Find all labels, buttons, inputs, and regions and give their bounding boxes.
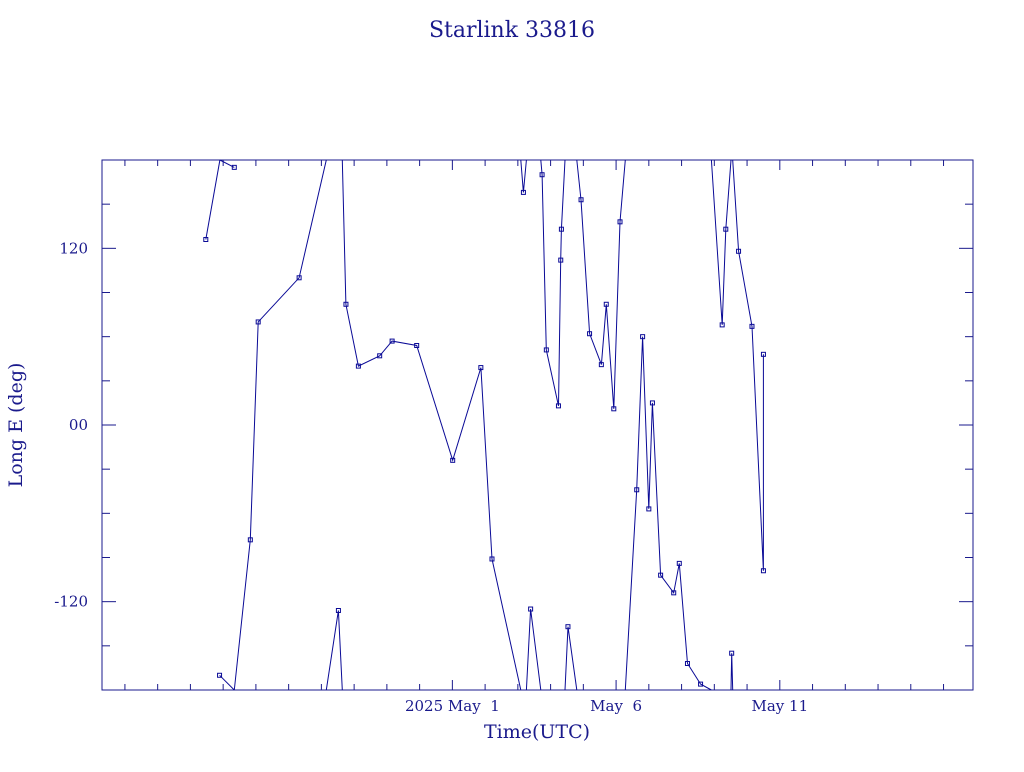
data-point (355, 363, 361, 369)
data-point (255, 319, 261, 325)
data-point (649, 400, 655, 406)
data-point (296, 275, 302, 281)
series-line (520, 159, 527, 193)
data-point (676, 560, 682, 566)
data-point (203, 237, 209, 242)
data-point (539, 172, 545, 178)
data-point (217, 672, 223, 678)
data-point (634, 487, 640, 493)
data-point (587, 331, 593, 337)
plot-frame (101, 159, 974, 691)
data-point (478, 365, 484, 371)
series-line (624, 336, 712, 691)
axis-ticks: 120 00 -120 2025 May 1 May 6 May 11 (54, 160, 973, 715)
data-point (335, 608, 341, 613)
chart-title: Starlink 33816 (429, 18, 595, 43)
data-point (377, 353, 383, 359)
series-lines (205, 159, 764, 691)
series-line (730, 653, 734, 691)
series-line (233, 159, 327, 691)
y-tick-label: -120 (54, 593, 88, 611)
data-point (247, 537, 253, 543)
data-point (611, 406, 617, 412)
series-line (341, 159, 522, 691)
series-line (325, 610, 343, 691)
data-point (617, 219, 623, 225)
data-point (719, 322, 725, 328)
series-line (525, 608, 542, 691)
y-tick-label: 00 (69, 416, 88, 434)
data-point (343, 301, 349, 307)
data-point (558, 226, 564, 232)
data-point (450, 457, 456, 463)
data-point (231, 164, 237, 170)
data-point (684, 661, 690, 666)
x-axis-title: Time(UTC) (484, 721, 590, 743)
data-point (640, 334, 646, 340)
series-line (710, 159, 732, 325)
data-point (736, 248, 742, 254)
series-line (540, 159, 566, 407)
data-point (658, 572, 664, 578)
data-point (389, 338, 395, 344)
data-point (543, 347, 549, 353)
data-point (760, 568, 766, 574)
data-point (760, 351, 766, 357)
data-point (598, 362, 604, 368)
x-tick-label: 2025 May 1 (405, 697, 500, 715)
series-line (576, 159, 626, 409)
data-point (565, 624, 571, 630)
series-line (205, 159, 221, 240)
data-point (555, 403, 561, 409)
data-point (558, 257, 564, 263)
data-point (489, 556, 495, 562)
data-point (528, 606, 534, 612)
data-point (578, 197, 584, 203)
x-tick-label: May 11 (751, 697, 808, 715)
data-point (414, 343, 420, 348)
data-point (671, 590, 677, 596)
series-markers (203, 164, 766, 687)
data-point (729, 650, 735, 656)
data-point (698, 681, 704, 687)
data-point (723, 226, 729, 232)
x-tick-label: May 6 (590, 697, 642, 715)
series-line (732, 159, 764, 571)
y-axis-title: Long E (deg) (5, 363, 27, 488)
y-tick-label: 120 (59, 239, 88, 257)
series-line (564, 626, 578, 691)
data-point (520, 189, 526, 195)
data-point (603, 301, 609, 307)
data-point (749, 323, 755, 329)
data-point (646, 506, 652, 512)
